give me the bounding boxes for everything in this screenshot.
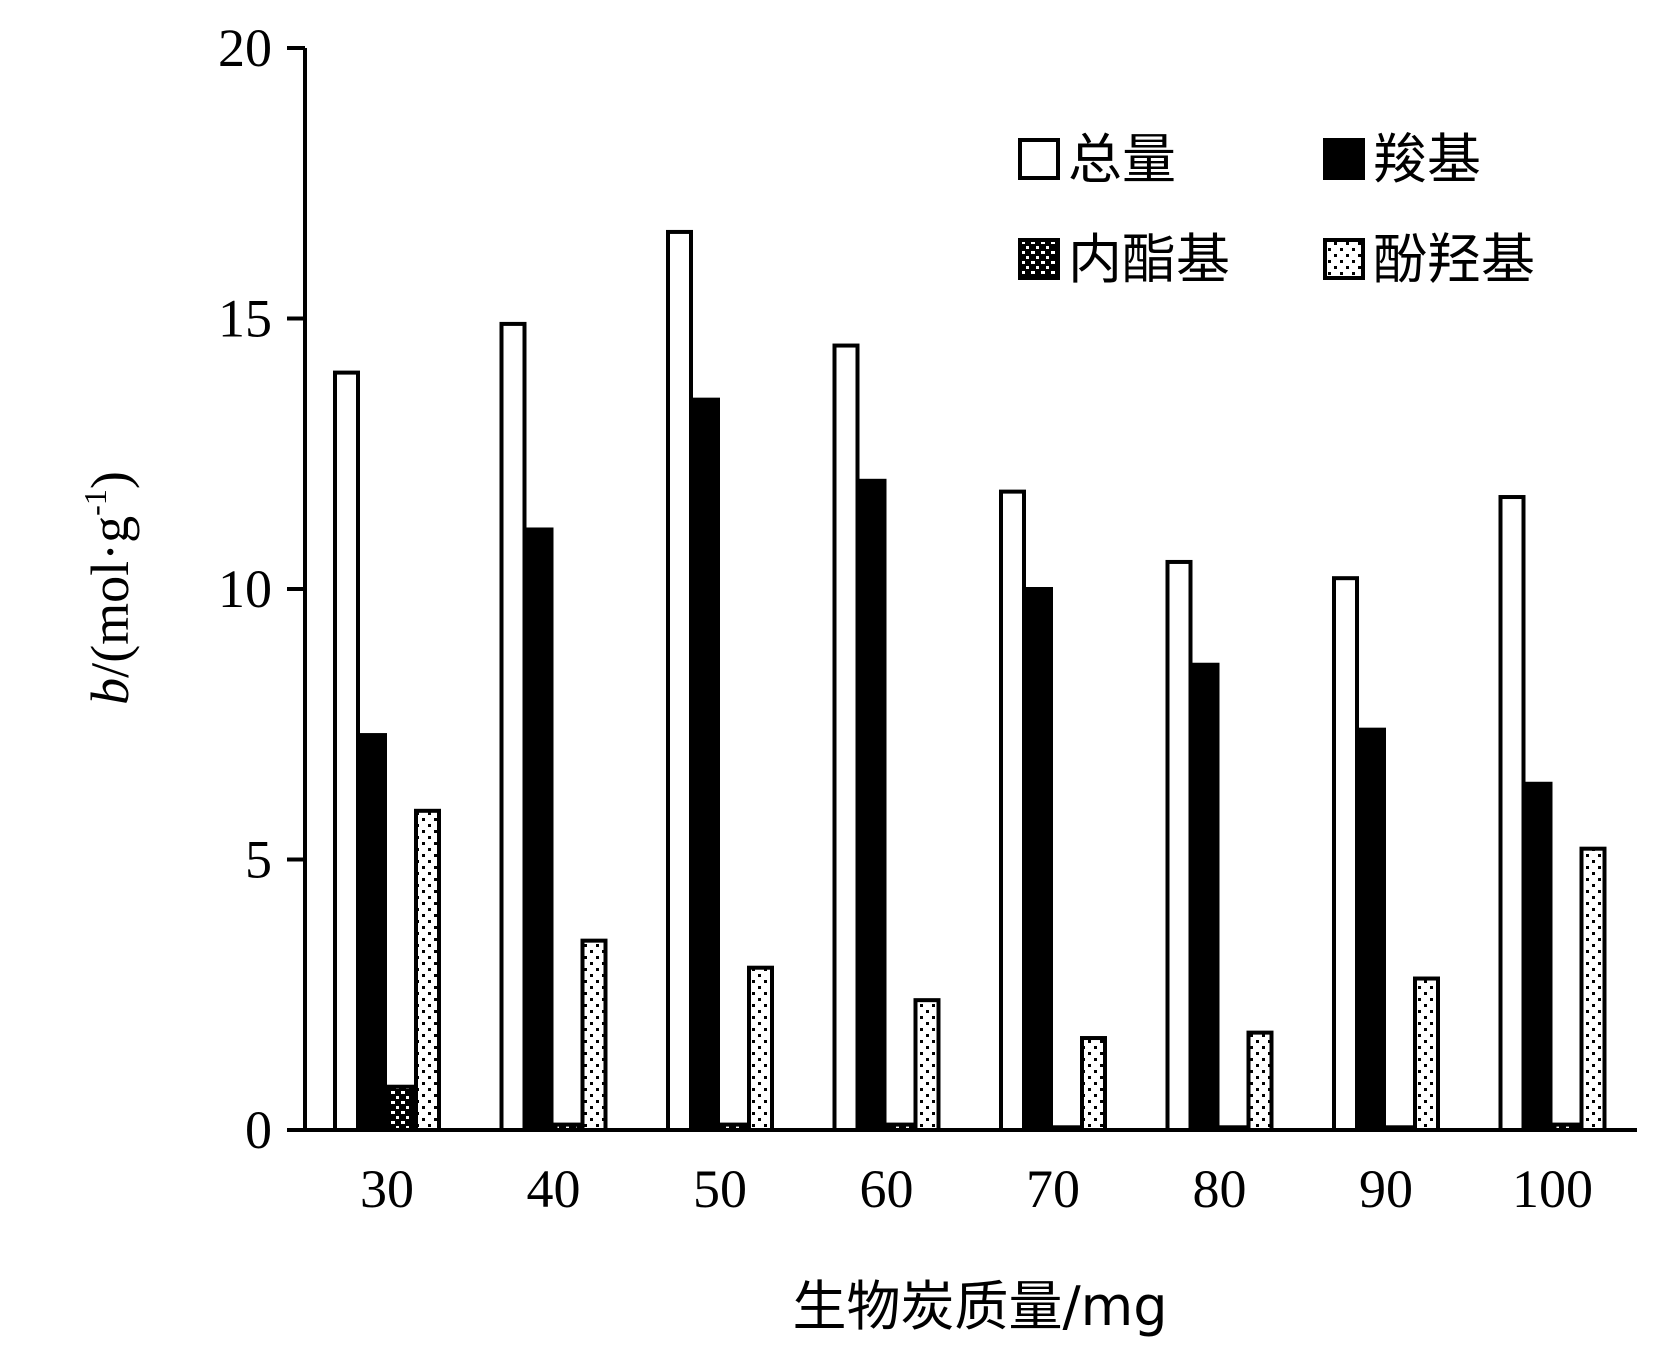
bar-total-70 xyxy=(999,489,1026,1132)
bar-lactone-30 xyxy=(387,1084,414,1132)
x-tick-label-100: 100 xyxy=(1512,1159,1593,1219)
bar-carboxyl-90 xyxy=(1359,727,1386,1132)
bar-phenolic-hydroxyl-40 xyxy=(580,938,608,1133)
bar-carboxyl-30 xyxy=(360,733,387,1132)
legend-swatch-lactone xyxy=(1018,238,1060,280)
bar-phenolic-hydroxyl-70 xyxy=(1080,1036,1107,1133)
legend-label-lactone: 内酯基 xyxy=(1068,228,1230,291)
x-tick-label-30: 30 xyxy=(360,1159,414,1219)
legend-label-carboxyl: 羧基 xyxy=(1373,128,1481,191)
y-ticks: 0 5 10 15 20 xyxy=(218,18,305,1160)
bar-phenolic-hydroxyl-100 xyxy=(1579,846,1607,1132)
bar-total-100 xyxy=(1498,495,1526,1132)
bar-total-50 xyxy=(666,229,693,1132)
bar-carboxyl-100 xyxy=(1525,781,1553,1132)
bar-carboxyl-50 xyxy=(693,397,720,1132)
bars-layer xyxy=(333,229,1607,1133)
y-tick-label-15: 15 xyxy=(218,289,272,349)
bar-phenolic-hydroxyl-30 xyxy=(414,808,441,1132)
y-axis-title: b/(mol·g-1) xyxy=(77,471,140,705)
x-tick-label-80: 80 xyxy=(1193,1159,1247,1219)
legend-label-phenolic-hydroxyl: 酚羟基 xyxy=(1373,228,1535,291)
bar-phenolic-hydroxyl-90 xyxy=(1413,976,1440,1133)
bar-total-40 xyxy=(499,321,527,1133)
x-tick-label-50: 50 xyxy=(693,1159,747,1219)
x-tick-label-60: 60 xyxy=(860,1159,914,1219)
legend-label-total: 总量 xyxy=(1068,128,1176,191)
x-ticks: 30 40 50 60 70 80 90 100 xyxy=(360,1159,1593,1219)
y-tick-label-20: 20 xyxy=(218,18,272,78)
legend-swatch-total xyxy=(1018,138,1060,180)
bar-carboxyl-80 xyxy=(1192,662,1220,1132)
bar-total-80 xyxy=(1165,559,1193,1132)
bar-total-30 xyxy=(333,370,360,1133)
y-tick-label-0: 0 xyxy=(245,1100,272,1160)
x-axis-title: 生物炭质量/mg xyxy=(792,1275,1167,1338)
bar-phenolic-hydroxyl-60 xyxy=(913,998,941,1132)
bar-carboxyl-70 xyxy=(1026,587,1053,1132)
x-tick-label-40: 40 xyxy=(527,1159,581,1219)
bar-total-60 xyxy=(832,343,860,1132)
y-axis-unit-sup: -1 xyxy=(77,489,113,516)
y-tick-label-10: 10 xyxy=(218,559,272,619)
bar-total-90 xyxy=(1332,576,1359,1132)
x-tick-label-90: 90 xyxy=(1359,1159,1413,1219)
bar-phenolic-hydroxyl-50 xyxy=(747,965,774,1133)
bar-carboxyl-40 xyxy=(526,527,554,1132)
legend-swatch-phenolic-hydroxyl xyxy=(1323,238,1365,280)
x-tick-label-70: 70 xyxy=(1026,1159,1080,1219)
legend-swatch-carboxyl xyxy=(1323,138,1365,180)
y-axis-unit: /(mol·g xyxy=(80,516,140,678)
y-axis-close: ) xyxy=(80,471,140,489)
bar-phenolic-hydroxyl-80 xyxy=(1246,1030,1274,1132)
y-axis-var: b xyxy=(80,678,140,705)
y-tick-label-5: 5 xyxy=(245,830,272,890)
bar-carboxyl-60 xyxy=(859,478,887,1132)
